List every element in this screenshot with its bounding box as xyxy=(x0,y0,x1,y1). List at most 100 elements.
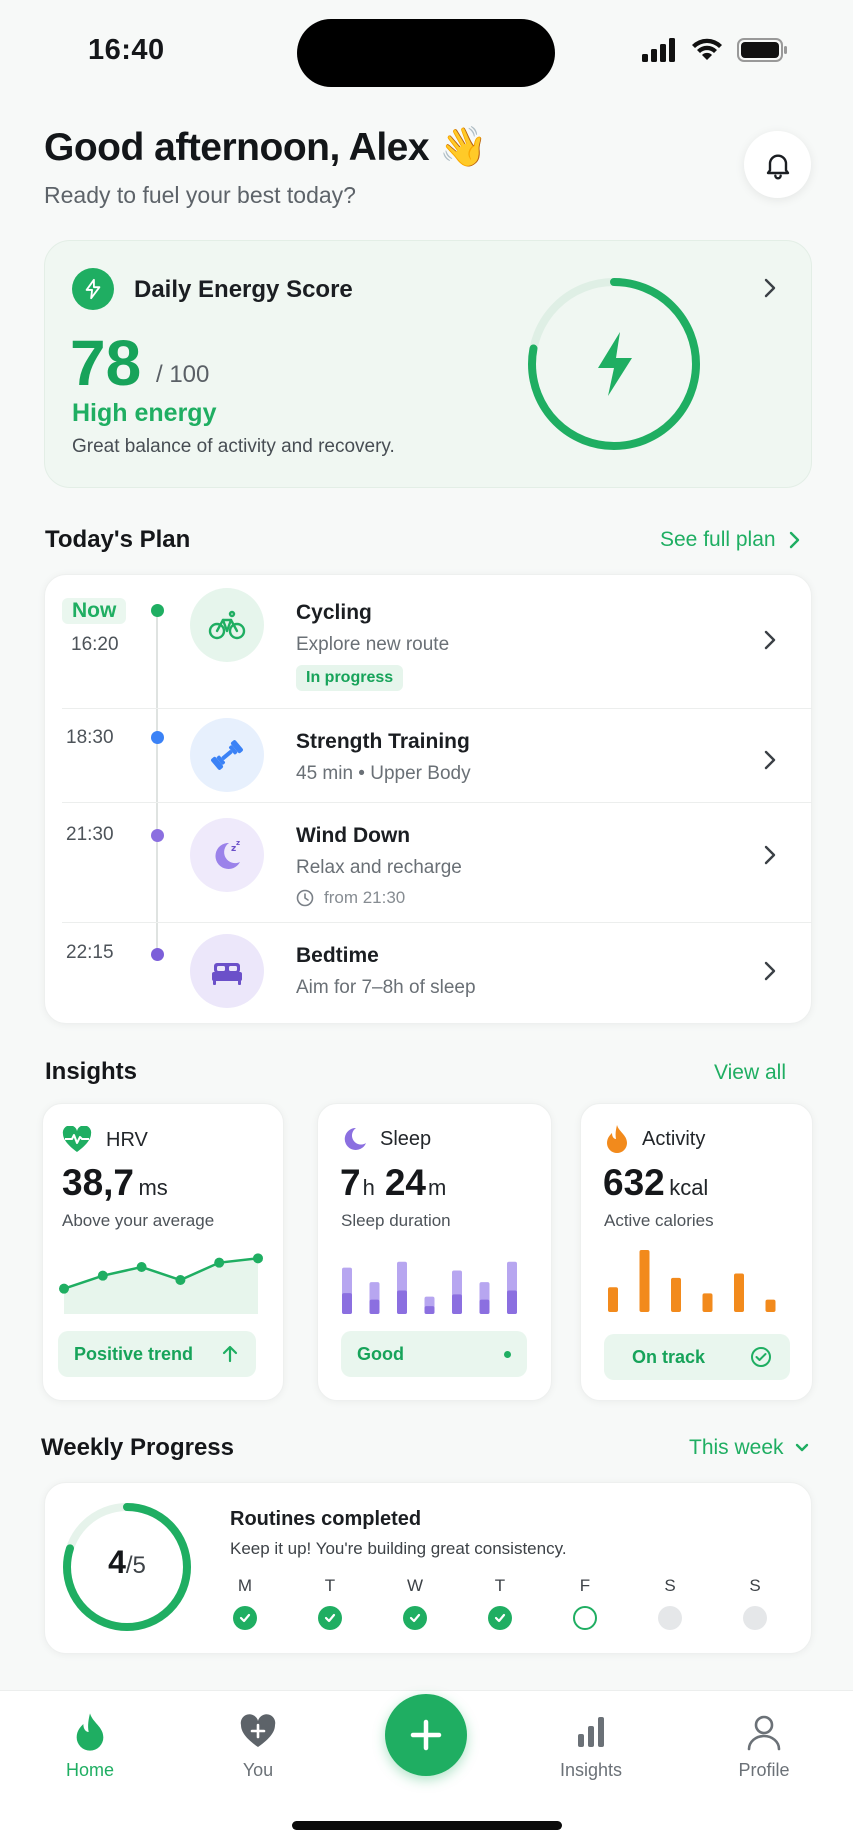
plan-item-title: Cycling xyxy=(296,601,372,624)
energy-level: High energy xyxy=(72,399,217,427)
activity-unit: kcal xyxy=(669,1175,709,1200)
tab-home[interactable]: Home xyxy=(30,1712,150,1781)
activity-pill-label: On track xyxy=(632,1346,706,1367)
sleep-bar-chart xyxy=(342,1261,517,1314)
day-letter: F xyxy=(579,1576,591,1595)
energy-score-card[interactable] xyxy=(44,240,812,488)
tab-profile-label: Profile xyxy=(738,1760,790,1780)
see-full-plan-link[interactable]: See full plan xyxy=(660,528,802,552)
routines-heading: Routines completed xyxy=(230,1508,422,1530)
day-column: S xyxy=(735,1576,775,1630)
week-filter-dropdown[interactable]: This week xyxy=(689,1436,810,1460)
activity-value: 632 xyxy=(603,1162,665,1203)
energy-score-value: 78 xyxy=(70,327,142,399)
add-button[interactable] xyxy=(385,1694,467,1776)
activity-bar xyxy=(608,1287,618,1312)
timeline-dot xyxy=(151,604,164,617)
sleep-bar-deep xyxy=(424,1306,435,1314)
hrv-trend-chart xyxy=(59,1253,263,1314)
flame-icon xyxy=(607,1125,627,1153)
tab-you-label: You xyxy=(242,1760,274,1780)
day-future-indicator xyxy=(743,1606,767,1630)
day-letter: T xyxy=(324,1576,336,1595)
heart-plus-icon xyxy=(240,1714,276,1747)
hrv-header: HRV xyxy=(62,1126,148,1154)
routine-progress-arc xyxy=(63,1503,191,1631)
chevron-right-icon[interactable] xyxy=(760,628,780,652)
bed-icon xyxy=(212,963,242,985)
chevron-right-icon[interactable] xyxy=(760,959,780,983)
plan-time: 16:20 xyxy=(71,634,119,655)
plan-item-icon xyxy=(190,934,264,1008)
hrv-description: Above your average xyxy=(62,1211,215,1230)
plan-item-icon xyxy=(190,718,264,792)
timeline-dot xyxy=(151,731,164,744)
bell-icon xyxy=(766,154,789,179)
sleep-label: Sleep xyxy=(380,1127,432,1150)
status-time: 16:40 xyxy=(88,34,165,66)
heart-pulse-icon xyxy=(62,1126,92,1152)
chevron-right-icon[interactable] xyxy=(760,843,780,867)
day-column: T xyxy=(310,1576,350,1630)
plan-item-time-hint: from 21:30 xyxy=(296,888,405,908)
sleep-minutes: 24 xyxy=(384,1162,426,1203)
view-all-link[interactable]: View all xyxy=(714,1061,786,1084)
wifi-icon xyxy=(692,38,722,60)
timeline-dot xyxy=(151,829,164,842)
divider xyxy=(62,922,812,923)
hrv-trend-line xyxy=(63,1257,259,1290)
week-filter-label: This week xyxy=(689,1436,784,1459)
day-future-indicator xyxy=(658,1606,682,1630)
sleep-pill-label: Good xyxy=(357,1343,404,1364)
insights-section-title: Insights xyxy=(45,1058,138,1085)
greeting-title: Good afternoon, Alex 👋 xyxy=(44,126,488,169)
in-progress-badge: In progress xyxy=(296,665,404,691)
activity-value-row: 632 kcal xyxy=(603,1162,708,1204)
energy-score-max: / 100 xyxy=(156,361,210,388)
plan-time: 18:30 xyxy=(66,727,114,748)
chevron-down-icon xyxy=(795,1443,808,1452)
plus-icon xyxy=(410,1719,442,1751)
energy-description: Great balance of activity and recovery. xyxy=(72,436,395,457)
plan-item-title: Bedtime xyxy=(296,944,379,967)
plan-time: 22:15 xyxy=(66,942,114,963)
sleep-bar-deep xyxy=(369,1299,380,1314)
sleep-quality-pill: Good xyxy=(341,1331,527,1377)
tab-profile[interactable]: Profile xyxy=(704,1712,824,1781)
svg-text:z: z xyxy=(236,839,240,847)
sleep-description: Sleep duration xyxy=(341,1211,451,1230)
day-done-check-icon xyxy=(403,1606,427,1630)
plan-item-icon xyxy=(190,588,264,662)
energy-badge xyxy=(72,268,114,310)
day-letter: T xyxy=(494,1576,506,1595)
check-circle-icon xyxy=(751,1347,771,1367)
plan-card xyxy=(44,574,812,1024)
sleep-bar-deep xyxy=(479,1299,490,1314)
lightning-icon xyxy=(598,332,632,396)
tab-insights[interactable]: Insights xyxy=(531,1712,651,1781)
plan-item-title: Wind Down xyxy=(296,824,411,847)
energy-ring-progress xyxy=(528,278,700,450)
clock-icon xyxy=(296,889,314,907)
sleep-minutes-unit: m xyxy=(427,1175,447,1200)
hrv-trend-point xyxy=(97,1270,108,1281)
weekly-section-title: Weekly Progress xyxy=(41,1434,234,1461)
home-indicator xyxy=(292,1821,562,1830)
tab-you[interactable]: You xyxy=(198,1712,318,1781)
activity-bar xyxy=(702,1293,713,1312)
svg-text:z: z xyxy=(231,844,236,854)
activity-bar xyxy=(765,1299,776,1312)
routine-count: 4/5 xyxy=(60,1544,194,1581)
routine-progress-ring xyxy=(63,1503,191,1631)
on-track-pill: On track xyxy=(604,1334,790,1380)
positive-trend-pill: Positive trend xyxy=(58,1331,256,1377)
hrv-pill-label: Positive trend xyxy=(74,1343,194,1364)
chevron-right-icon[interactable] xyxy=(760,748,780,772)
sleep-header: Sleep xyxy=(342,1126,431,1152)
moon-icon xyxy=(344,1127,366,1150)
notifications-button[interactable] xyxy=(744,131,811,198)
weekly-progress-card xyxy=(44,1482,812,1654)
status-icons xyxy=(641,38,789,62)
lightning-icon xyxy=(85,278,101,300)
chevron-right-icon[interactable] xyxy=(760,276,780,300)
